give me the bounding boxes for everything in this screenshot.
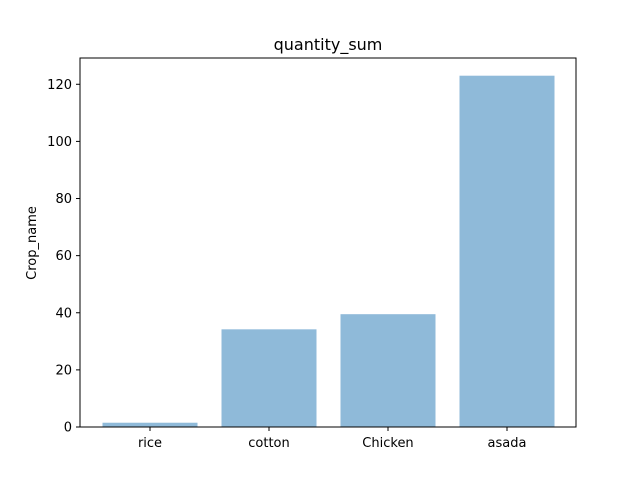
bar-cotton — [221, 329, 317, 427]
y-tick-label: 120 — [47, 78, 72, 93]
y-tick-label: 100 — [47, 135, 72, 150]
bar-rice — [102, 422, 198, 427]
bar-chicken — [340, 314, 436, 427]
y-tick-label: 20 — [55, 363, 72, 378]
x-tick-label: rice — [138, 436, 162, 451]
plot-frame — [79, 57, 577, 428]
chart-title: quantity_sum — [274, 35, 383, 55]
x-tick-label: cotton — [248, 436, 290, 451]
bars-layer — [102, 75, 555, 427]
bar-asada — [459, 75, 555, 427]
y-axis: 0 20 40 60 80 100 120 — [47, 78, 80, 436]
y-tick-label: 40 — [55, 306, 72, 321]
y-tick-label: 80 — [55, 192, 72, 207]
y-tick-label: 60 — [55, 249, 72, 264]
x-tick-label: Chicken — [362, 436, 413, 451]
y-axis-title: Crop_name — [25, 206, 40, 280]
x-tick-label: asada — [488, 436, 527, 451]
y-tick-label: 0 — [64, 421, 72, 436]
x-axis: rice cotton Chicken asada — [138, 427, 527, 451]
